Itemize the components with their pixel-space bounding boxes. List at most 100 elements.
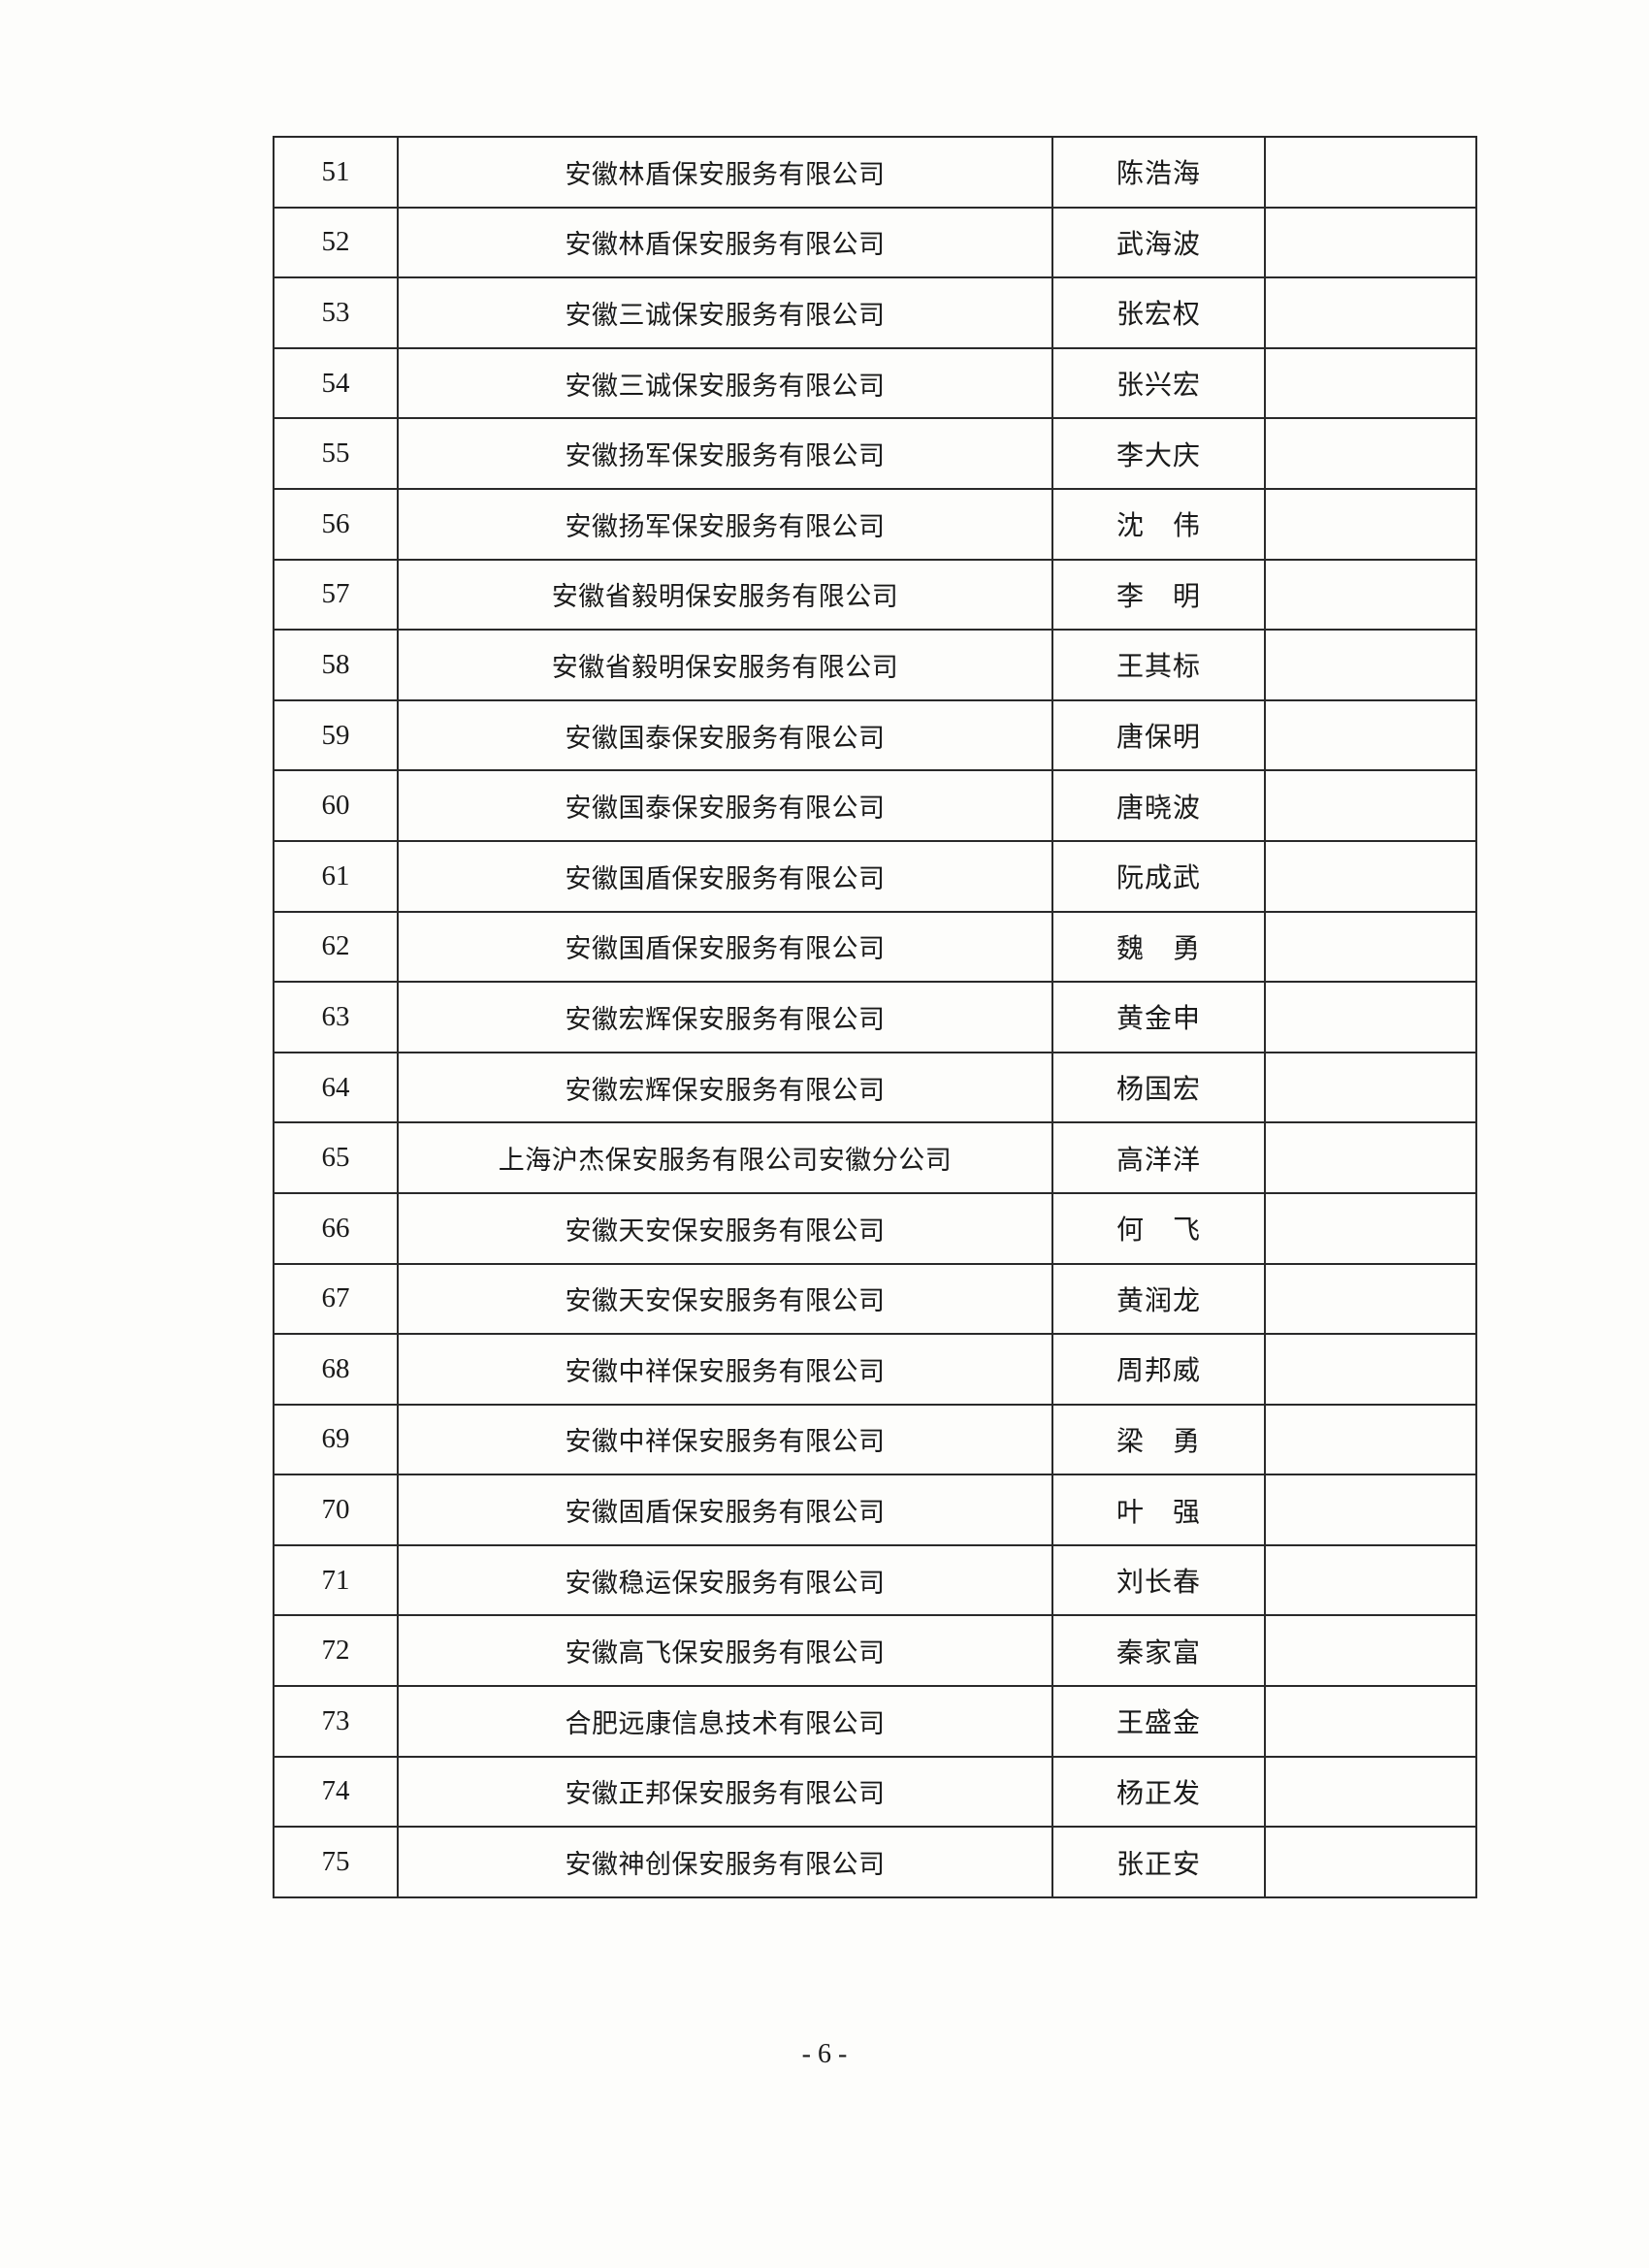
person-name: 李大庆 bbox=[1051, 417, 1266, 490]
company-name: 安徽天安保安服务有限公司 bbox=[397, 1191, 1053, 1265]
table-body: 51 安徽林盾保安服务有限公司 陈浩海 52 安徽林盾保安服务有限公司 武海波 53 安徽三诚… bbox=[273, 136, 1477, 1898]
note-cell bbox=[1264, 1121, 1477, 1194]
note-cell bbox=[1264, 1333, 1477, 1406]
row-number: 59 bbox=[273, 698, 399, 772]
row-number: 53 bbox=[273, 276, 399, 349]
note-cell bbox=[1264, 1685, 1477, 1758]
person-name: 秦家富 bbox=[1051, 1614, 1266, 1688]
note-cell bbox=[1264, 769, 1477, 842]
person-name: 张宏权 bbox=[1051, 276, 1266, 349]
company-name: 安徽国泰保安服务有限公司 bbox=[397, 698, 1053, 772]
row-number: 65 bbox=[273, 1121, 399, 1194]
row-number: 54 bbox=[273, 346, 399, 420]
table-row: 75 安徽神创保安服务有限公司 张正安 bbox=[273, 1826, 1477, 1898]
row-number: 58 bbox=[273, 629, 399, 701]
note-cell bbox=[1264, 346, 1477, 420]
row-number: 68 bbox=[273, 1333, 399, 1406]
note-cell bbox=[1264, 136, 1477, 209]
table-row: 63 安徽宏辉保安服务有限公司 黄金申 bbox=[273, 981, 1477, 1053]
note-cell bbox=[1264, 558, 1477, 632]
row-number: 70 bbox=[273, 1474, 399, 1546]
note-cell bbox=[1264, 1755, 1477, 1829]
person-name: 周邦威 bbox=[1051, 1333, 1266, 1406]
note-cell bbox=[1264, 1614, 1477, 1688]
note-cell bbox=[1264, 1474, 1477, 1546]
table-row: 72 安徽高飞保安服务有限公司 秦家富 bbox=[273, 1614, 1477, 1688]
row-number: 62 bbox=[273, 910, 399, 984]
person-name: 武海波 bbox=[1051, 206, 1266, 279]
table-row: 56 安徽扬军保安服务有限公司沈 伟 bbox=[273, 487, 1477, 561]
table-row: 60 安徽国泰保安服务有限公司 唐晓波 bbox=[273, 769, 1477, 842]
person-name: 何 飞 bbox=[1051, 1191, 1266, 1265]
person-name: 王盛金 bbox=[1051, 1685, 1266, 1758]
note-cell bbox=[1264, 276, 1477, 349]
table-row: 70 安徽固盾保安服务有限公司叶 强 bbox=[273, 1474, 1477, 1546]
company-name: 安徽高飞保安服务有限公司 bbox=[397, 1614, 1053, 1688]
table-row: 59 安徽国泰保安服务有限公司 唐保明 bbox=[273, 698, 1477, 772]
company-name: 安徽国泰保安服务有限公司 bbox=[397, 769, 1053, 842]
table-row: 62 安徽国盾保安服务有限公司魏 勇 bbox=[273, 910, 1477, 984]
row-number: 66 bbox=[273, 1191, 399, 1265]
person-name: 王其标 bbox=[1051, 629, 1266, 701]
company-name: 安徽宏辉保安服务有限公司 bbox=[397, 981, 1053, 1053]
personnel-table: 51 安徽林盾保安服务有限公司 陈浩海 52 安徽林盾保安服务有限公司 武海波 53 安徽三诚… bbox=[273, 136, 1477, 1898]
company-name: 合肥远康信息技术有限公司 bbox=[397, 1685, 1053, 1758]
person-name: 黄润龙 bbox=[1051, 1262, 1266, 1336]
note-cell bbox=[1264, 1051, 1477, 1124]
row-number: 60 bbox=[273, 769, 399, 842]
row-number: 55 bbox=[273, 417, 399, 490]
person-name: 李 明 bbox=[1051, 558, 1266, 632]
company-name: 安徽扬军保安服务有限公司 bbox=[397, 417, 1053, 490]
table-row: 69 安徽中祥保安服务有限公司梁 勇 bbox=[273, 1403, 1477, 1476]
row-number: 52 bbox=[273, 206, 399, 279]
note-cell bbox=[1264, 1403, 1477, 1476]
person-name: 沈 伟 bbox=[1051, 487, 1266, 561]
table-row: 67 安徽天安保安服务有限公司 黄润龙 bbox=[273, 1262, 1477, 1336]
table-row: 51 安徽林盾保安服务有限公司 陈浩海 bbox=[273, 136, 1477, 209]
company-name: 安徽扬军保安服务有限公司 bbox=[397, 487, 1053, 561]
note-cell bbox=[1264, 1543, 1477, 1617]
table-row: 74 安徽正邦保安服务有限公司 杨正发 bbox=[273, 1755, 1477, 1829]
row-number: 69 bbox=[273, 1403, 399, 1476]
company-name: 安徽天安保安服务有限公司 bbox=[397, 1262, 1053, 1336]
note-cell bbox=[1264, 1262, 1477, 1336]
row-number: 72 bbox=[273, 1614, 399, 1688]
table-row: 66 安徽天安保安服务有限公司何 飞 bbox=[273, 1191, 1477, 1265]
company-name: 安徽正邦保安服务有限公司 bbox=[397, 1755, 1053, 1829]
company-name: 安徽国盾保安服务有限公司 bbox=[397, 839, 1053, 913]
table-row: 53 安徽三诚保安服务有限公司 张宏权 bbox=[273, 276, 1477, 349]
table-row: 57 安徽省毅明保安服务有限公司李 明 bbox=[273, 558, 1477, 632]
company-name: 安徽宏辉保安服务有限公司 bbox=[397, 1051, 1053, 1124]
person-name: 杨正发 bbox=[1051, 1755, 1266, 1829]
note-cell bbox=[1264, 910, 1477, 984]
person-name: 黄金申 bbox=[1051, 981, 1266, 1053]
table-row: 64 安徽宏辉保安服务有限公司 杨国宏 bbox=[273, 1051, 1477, 1124]
person-name: 陈浩海 bbox=[1051, 136, 1266, 209]
note-cell bbox=[1264, 417, 1477, 490]
person-name: 叶 强 bbox=[1051, 1474, 1266, 1546]
page-number: - 6 - bbox=[801, 2039, 848, 2069]
note-cell bbox=[1264, 487, 1477, 561]
person-name: 张正安 bbox=[1051, 1826, 1266, 1898]
company-name: 安徽中祥保安服务有限公司 bbox=[397, 1333, 1053, 1406]
table-row: 68 安徽中祥保安服务有限公司 周邦威 bbox=[273, 1333, 1477, 1406]
company-name: 安徽省毅明保安服务有限公司 bbox=[397, 558, 1053, 632]
note-cell bbox=[1264, 839, 1477, 913]
row-number: 67 bbox=[273, 1262, 399, 1336]
person-name: 阮成武 bbox=[1051, 839, 1266, 913]
table-row: 73 合肥远康信息技术有限公司 王盛金 bbox=[273, 1685, 1477, 1758]
person-name: 唐保明 bbox=[1051, 698, 1266, 772]
note-cell bbox=[1264, 1826, 1477, 1898]
company-name: 安徽三诚保安服务有限公司 bbox=[397, 276, 1053, 349]
table-row: 52 安徽林盾保安服务有限公司 武海波 bbox=[273, 206, 1477, 279]
row-number: 73 bbox=[273, 1685, 399, 1758]
company-name: 上海沪杰保安服务有限公司安徽分公司 bbox=[397, 1121, 1053, 1194]
person-name: 刘长春 bbox=[1051, 1543, 1266, 1617]
row-number: 71 bbox=[273, 1543, 399, 1617]
table-row: 71 安徽稳运保安服务有限公司 刘长春 bbox=[273, 1543, 1477, 1617]
company-name: 安徽神创保安服务有限公司 bbox=[397, 1826, 1053, 1898]
table-row: 61 安徽国盾保安服务有限公司 阮成武 bbox=[273, 839, 1477, 913]
note-cell bbox=[1264, 698, 1477, 772]
row-number: 56 bbox=[273, 487, 399, 561]
person-name: 魏 勇 bbox=[1051, 910, 1266, 984]
